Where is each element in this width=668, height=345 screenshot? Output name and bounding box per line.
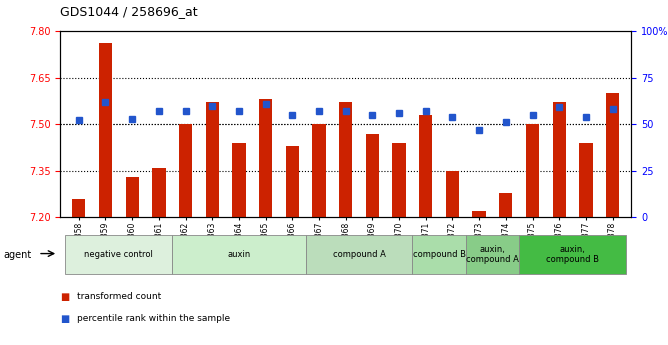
Bar: [392, 143, 405, 217]
Bar: [172, 235, 306, 274]
Bar: [179, 124, 192, 217]
Text: auxin: auxin: [227, 250, 250, 259]
Bar: [206, 102, 219, 217]
Bar: [419, 115, 432, 217]
Bar: [552, 102, 566, 217]
Bar: [152, 168, 166, 217]
Text: compound A: compound A: [333, 250, 385, 259]
Text: auxin,
compound B: auxin, compound B: [546, 245, 599, 264]
Text: negative control: negative control: [84, 250, 153, 259]
Bar: [606, 93, 619, 217]
Text: transformed count: transformed count: [77, 292, 161, 300]
Bar: [526, 124, 539, 217]
Text: percentile rank within the sample: percentile rank within the sample: [77, 314, 230, 323]
Text: auxin,
compound A: auxin, compound A: [466, 245, 519, 264]
Bar: [499, 193, 512, 217]
Text: compound B: compound B: [413, 250, 466, 259]
Text: ■: ■: [60, 292, 69, 302]
Bar: [99, 43, 112, 217]
Bar: [579, 143, 593, 217]
Bar: [339, 102, 352, 217]
Bar: [472, 211, 486, 217]
Bar: [65, 235, 172, 274]
Bar: [446, 171, 459, 217]
Bar: [519, 235, 626, 274]
Bar: [365, 134, 379, 217]
Bar: [313, 124, 326, 217]
Bar: [232, 143, 246, 217]
Bar: [286, 146, 299, 217]
Bar: [412, 235, 466, 274]
Text: agent: agent: [3, 250, 31, 260]
Bar: [126, 177, 139, 217]
Bar: [259, 99, 273, 217]
Text: ■: ■: [60, 314, 69, 324]
Bar: [306, 235, 412, 274]
Bar: [466, 235, 519, 274]
Text: GDS1044 / 258696_at: GDS1044 / 258696_at: [60, 5, 198, 18]
Bar: [72, 199, 86, 217]
